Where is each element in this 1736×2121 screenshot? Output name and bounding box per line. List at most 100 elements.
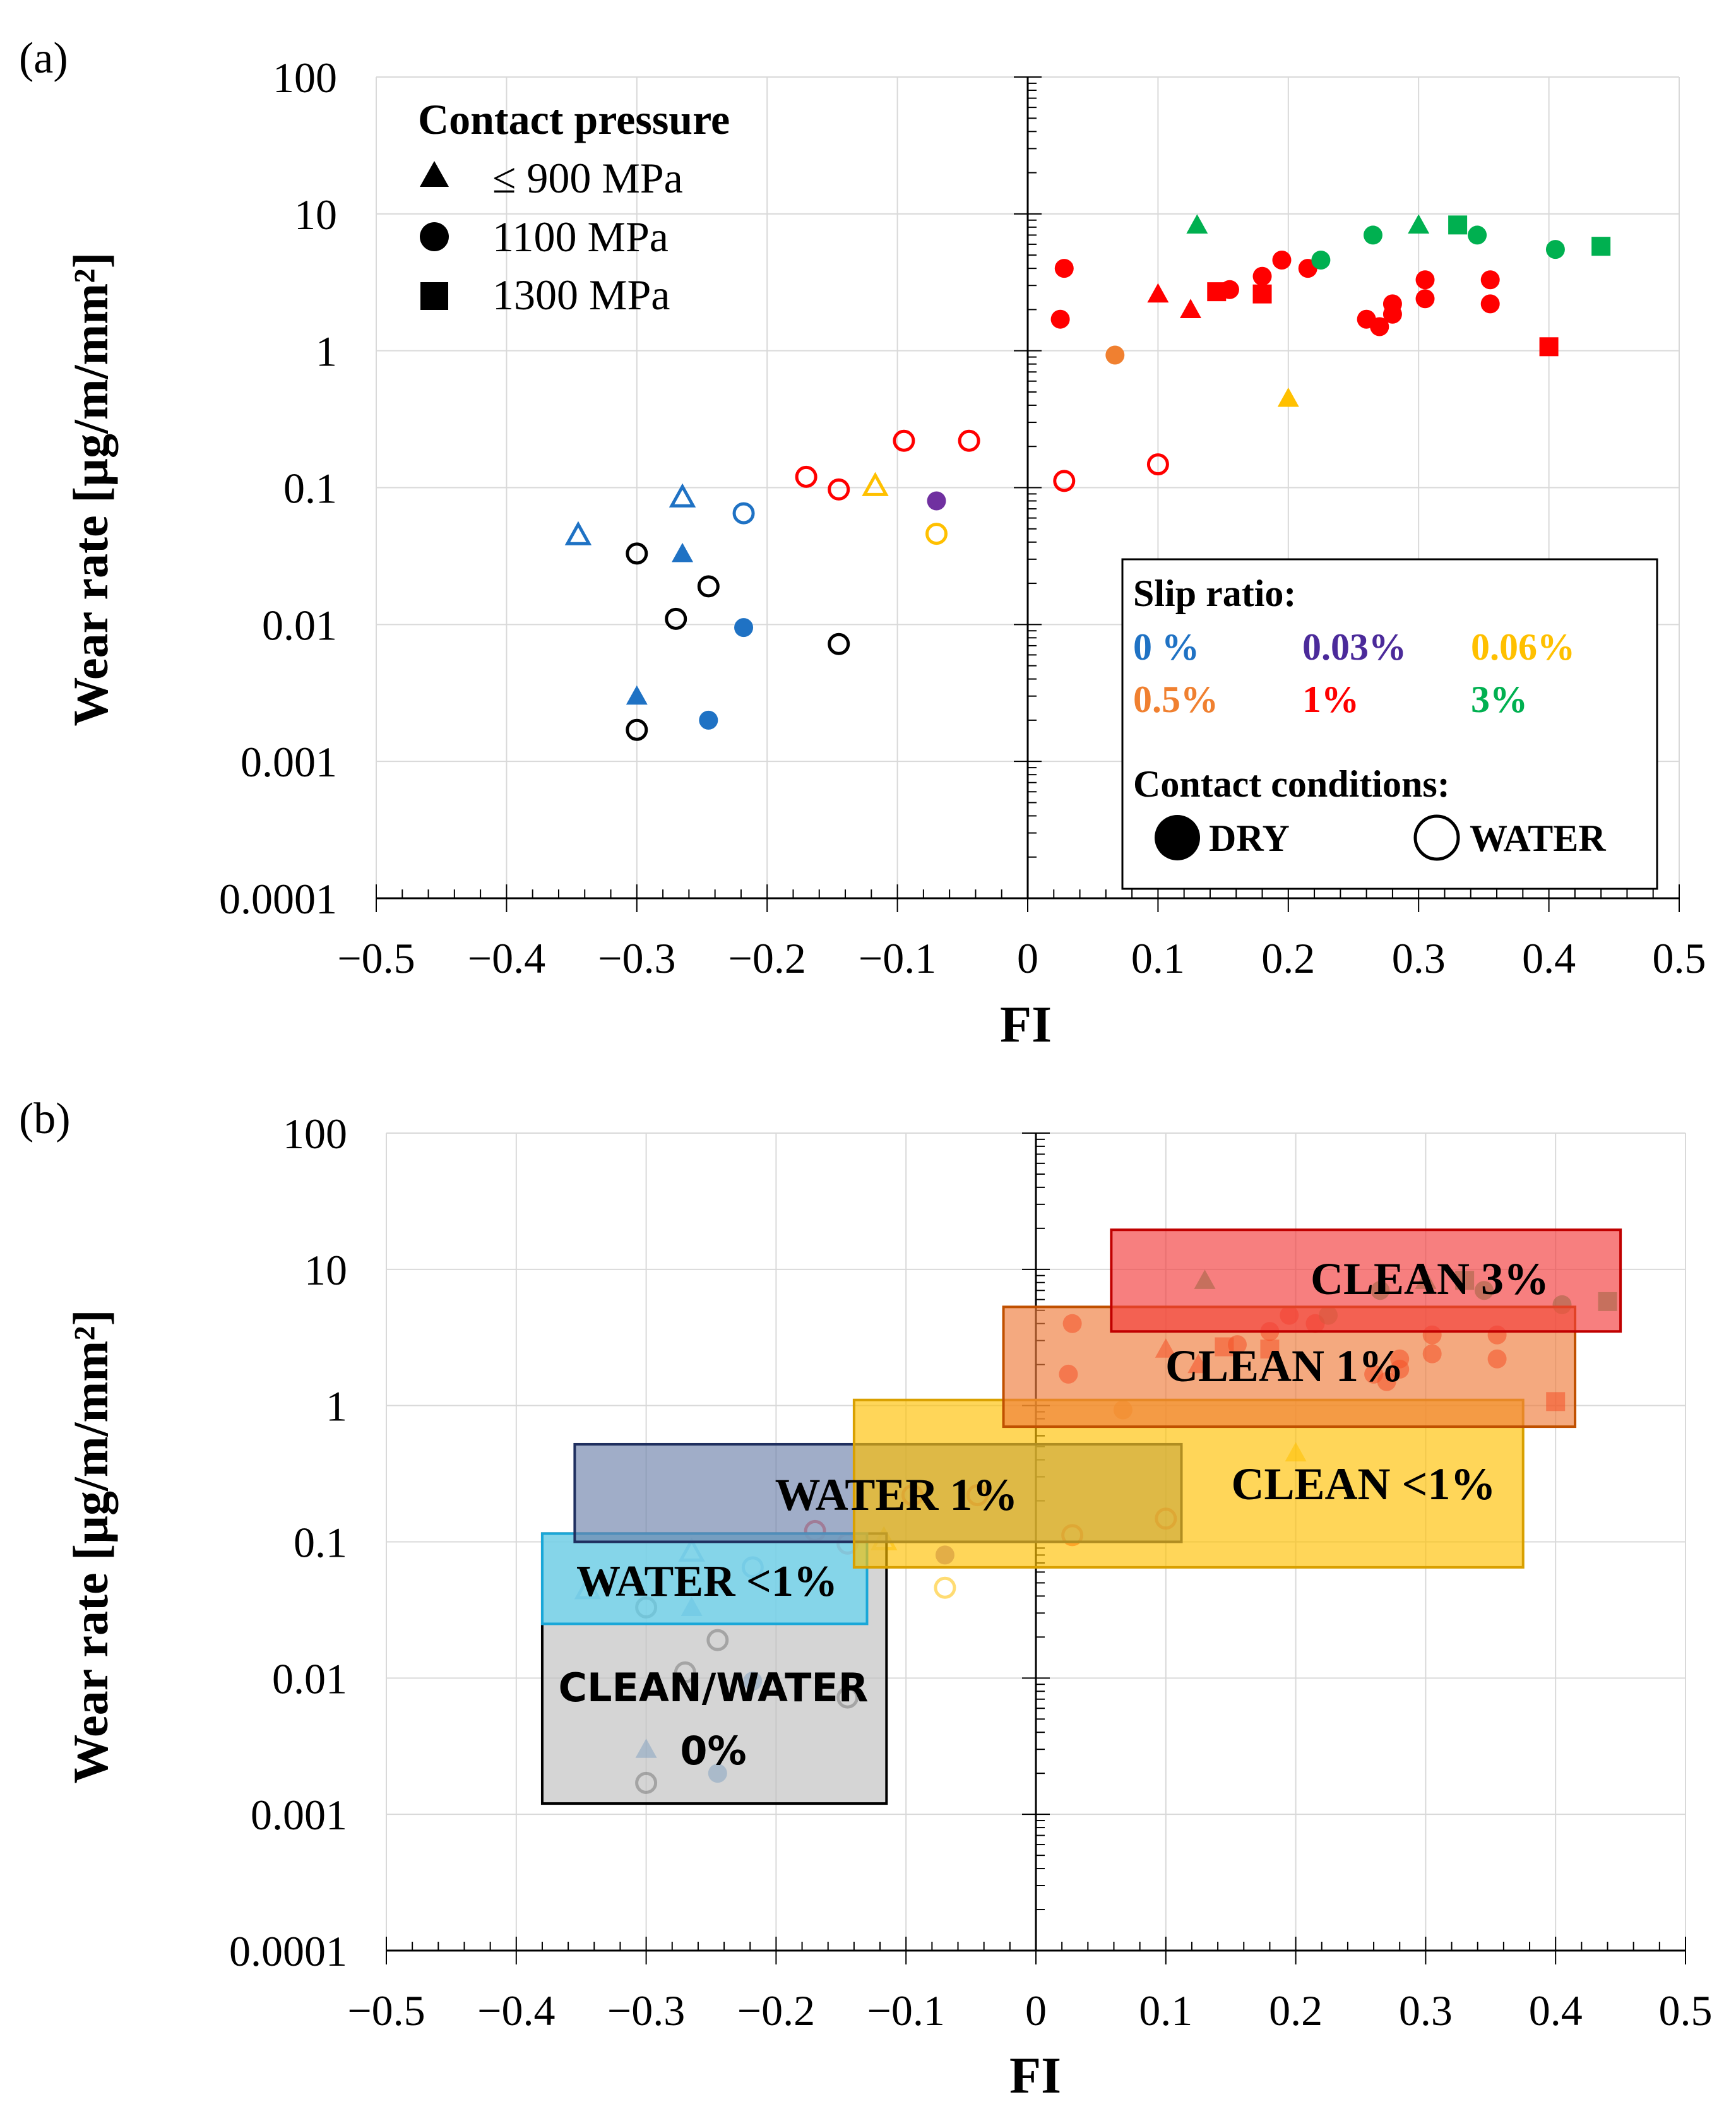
data-point-circle (925, 523, 948, 545)
y-tick-label: 0.01 (272, 1655, 347, 1702)
region-label-water-1: WATER 1% (775, 1470, 1018, 1520)
data-point-triangle (564, 521, 592, 545)
data-point-circle (1054, 259, 1074, 278)
dry-marker-icon (1155, 815, 1200, 860)
legend-contact-pressure: Contact pressure ≤ 900 MPa 1100 MPa 1300… (418, 95, 730, 319)
panel-label-a: (a) (19, 34, 68, 83)
x-tick-label: −0.4 (468, 934, 545, 982)
data-point-circle (934, 1576, 956, 1599)
data-point-triangle (1147, 283, 1169, 303)
y-tick-label: 100 (273, 54, 337, 102)
legend-pressure-label: 1300 MPa (492, 271, 670, 319)
data-point-circle (1415, 270, 1435, 290)
y-tick-label: 100 (283, 1110, 347, 1158)
y-tick-label: 0.01 (262, 601, 337, 649)
data-point-circle (795, 465, 817, 488)
region-box (1110, 1228, 1622, 1333)
x-tick-labels-b: −0.5 −0.4 −0.3 −0.2 −0.1 0 0.1 0.2 0.3 0.4 0.5 (347, 1987, 1712, 2035)
panel-b: (b) −0.5 −0.4 −0.3 −0.2 −0.1 0 0.1 0.2 0.3 0.4 0.5… (19, 1095, 1713, 2104)
data-point-circle (734, 618, 754, 638)
y-axis-label-b: Wear rate [µg/m/mm²] (63, 1309, 118, 1783)
data-point-circle (1311, 250, 1331, 270)
data-point-circle (697, 575, 720, 598)
data-point-triangle (626, 685, 648, 705)
data-point-circle (1468, 225, 1487, 245)
data-point-circle (699, 710, 718, 730)
circle-marker-icon (420, 222, 449, 251)
data-point-circle (1480, 270, 1500, 290)
x-tick-label: 0.3 (1399, 1987, 1453, 2035)
data-point-square (1539, 337, 1559, 357)
data-point-triangle (669, 483, 696, 508)
x-tick-label: −0.5 (337, 934, 415, 982)
region-box (540, 1532, 869, 1625)
x-tick-label: −0.2 (728, 934, 806, 982)
legend-slip-0: 0 % (1133, 626, 1199, 668)
data-point-circle (665, 607, 687, 630)
data-point-circle (927, 491, 946, 511)
y-tick-label: 0.1 (283, 465, 337, 513)
region-label-clean-water-0: 0% (680, 1728, 746, 1774)
data-point-square (1448, 215, 1468, 235)
data-point-circle (1415, 289, 1435, 309)
x-tick-label: 0.5 (1659, 1987, 1713, 2035)
x-tick-label: 0.5 (1653, 934, 1706, 982)
x-tick-label: −0.3 (607, 1987, 685, 2035)
x-tick-labels-a: −0.5 −0.4 −0.3 −0.2 −0.1 0 0.1 0.2 0.3 0.4 0.5 (337, 934, 1706, 982)
data-point-circle (1545, 240, 1565, 259)
data-point-circle (1480, 294, 1500, 314)
data-point-circle (1370, 317, 1389, 336)
x-tick-label: −0.5 (347, 1987, 425, 2035)
data-point-triangle (862, 472, 889, 496)
y-axis-label-a: Wear rate [µg/m/mm²] (63, 252, 118, 726)
y-tick-label: 0.0001 (229, 1927, 347, 1975)
x-tick-label: 0.2 (1269, 1987, 1323, 2035)
square-marker-icon (420, 282, 448, 310)
regions-b (540, 1228, 1622, 1805)
x-tick-label: −0.2 (737, 1987, 815, 2035)
data-point-circle (732, 502, 755, 525)
x-tick-label: 0 (1025, 1987, 1047, 2035)
x-axis-label-b: FI (1009, 2047, 1061, 2104)
region-label-clean-1: CLEAN 1% (1165, 1341, 1404, 1391)
x-tick-label: 0.4 (1522, 934, 1576, 982)
y-tick-label: 0.1 (294, 1519, 347, 1567)
y-tick-label: 10 (304, 1246, 347, 1294)
data-point-circle (1382, 294, 1402, 314)
legend-conditions-title: Contact conditions: (1133, 763, 1450, 805)
legend-slip-0-06: 0.06% (1471, 626, 1575, 668)
x-tick-label: −0.1 (859, 934, 936, 982)
data-point-triangle (1180, 299, 1201, 318)
data-point-triangle (672, 542, 694, 562)
data-point-square (1252, 284, 1272, 304)
data-point-triangle (1408, 214, 1430, 234)
x-tick-label: −0.3 (598, 934, 675, 982)
legend-slip-title: Slip ratio: (1133, 573, 1296, 614)
legend-pressure-label: ≤ 900 MPa (492, 154, 683, 202)
region-label-clean-lt1: CLEAN <1% (1231, 1459, 1495, 1509)
x-tick-label: 0.3 (1392, 934, 1446, 982)
panel-label-b: (b) (19, 1095, 71, 1143)
x-tick-label: −0.4 (477, 1987, 555, 2035)
data-point-circle (1363, 225, 1382, 245)
data-point-circle (1050, 309, 1070, 329)
region-label-clean-water: CLEAN/WATER (558, 1665, 868, 1711)
x-tick-label: 0.1 (1139, 1987, 1192, 2035)
y-tick-label: 0.001 (251, 1791, 347, 1839)
y-tick-label: 0.001 (241, 738, 337, 786)
legend-slip-0-03: 0.03% (1302, 626, 1406, 668)
legend-slip-0-5: 0.5% (1133, 679, 1218, 720)
panel-a: (a) −0.5 −0.4 −0.3 −0.2 −0.1 0 0.1 0.2 0.3 0.4 0.5… (19, 34, 1706, 1053)
y-tick-label: 0.0001 (219, 875, 337, 923)
region-label-clean-3: CLEAN 3% (1311, 1254, 1549, 1304)
y-tick-labels-b: 0.0001 0.001 0.01 0.1 1 10 100 (229, 1110, 347, 1975)
data-point-circle (1105, 345, 1125, 365)
x-tick-label: 0.4 (1529, 1987, 1583, 2035)
legend-dry-label: DRY (1209, 817, 1290, 859)
legend-box (1121, 558, 1658, 890)
legend-slip-ratio: Slip ratio: 0 % 0.03% 0.06% 0.5% 1% 3% C… (1121, 558, 1658, 890)
region-label-water-lt1: WATER <1% (576, 1557, 838, 1606)
x-tick-label: 0.2 (1261, 934, 1315, 982)
legend-slip-3: 3% (1471, 679, 1528, 720)
data-point-circle (1272, 250, 1292, 270)
